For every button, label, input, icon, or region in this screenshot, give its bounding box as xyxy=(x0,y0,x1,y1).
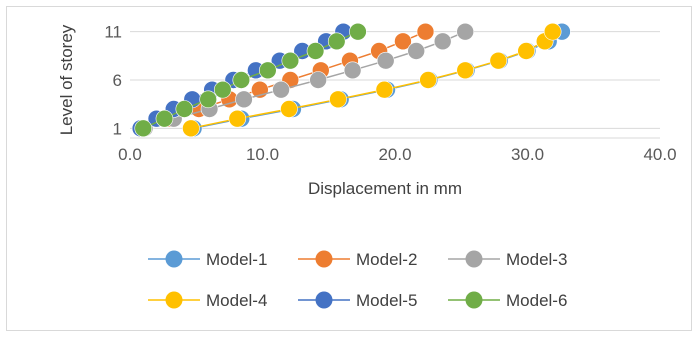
data-point xyxy=(155,109,174,128)
series-layer xyxy=(131,22,571,138)
data-point xyxy=(199,90,217,109)
tick-labels: 1 6 11 0.0 10.0 20.0 30.0 40.0 xyxy=(104,23,676,164)
data-point xyxy=(489,51,508,70)
series-model-6 xyxy=(134,22,367,138)
series-model-4 xyxy=(182,22,562,138)
legend: Model-1 Model-2 Model-3 Model-4 Model-5 Model… xyxy=(148,250,567,310)
legend-label: Model-2 xyxy=(356,250,417,269)
data-point xyxy=(228,109,247,128)
data-point xyxy=(416,22,435,41)
x-tick-label: 10.0 xyxy=(246,145,279,164)
data-point xyxy=(407,42,426,60)
y-tick-label: 1 xyxy=(113,119,122,138)
legend-item-model-5: Model-5 xyxy=(298,291,417,310)
data-point xyxy=(213,80,232,99)
data-point xyxy=(329,90,347,109)
legend-marker xyxy=(315,250,333,268)
data-point xyxy=(419,71,437,89)
legend-marker xyxy=(165,291,183,309)
data-point xyxy=(394,32,412,51)
x-tick-label: 40.0 xyxy=(643,145,676,164)
legend-item-model-3: Model-3 xyxy=(448,250,567,269)
data-point xyxy=(456,22,475,41)
x-tick-label: 0.0 xyxy=(118,145,142,164)
data-point xyxy=(343,61,362,80)
data-point xyxy=(433,32,452,51)
data-point xyxy=(456,61,475,80)
x-tick-label: 30.0 xyxy=(511,145,544,164)
data-point xyxy=(306,42,325,60)
x-axis-title: Displacement in mm xyxy=(308,179,462,198)
legend-item-model-6: Model-6 xyxy=(448,291,567,310)
data-point xyxy=(517,42,535,60)
data-point xyxy=(235,90,253,109)
data-point xyxy=(327,32,346,51)
data-point xyxy=(375,80,394,99)
data-point xyxy=(258,61,277,80)
data-point xyxy=(134,119,153,138)
data-point xyxy=(175,100,194,118)
legend-marker xyxy=(465,250,483,268)
data-point xyxy=(376,51,395,70)
data-point xyxy=(232,71,251,89)
data-point xyxy=(309,71,327,89)
legend-marker xyxy=(465,291,483,309)
legend-marker xyxy=(315,291,333,309)
legend-marker xyxy=(165,250,183,268)
y-tick-label: 11 xyxy=(104,23,122,42)
data-point xyxy=(280,100,298,118)
data-point xyxy=(281,51,300,70)
legend-label: Model-1 xyxy=(206,250,267,269)
y-axis-title: Level of storey xyxy=(57,24,76,135)
data-point xyxy=(349,22,367,41)
data-point xyxy=(543,22,562,41)
x-tick-label: 20.0 xyxy=(378,145,411,164)
grid-lines xyxy=(130,31,660,139)
legend-label: Model-6 xyxy=(506,291,567,310)
legend-item-model-2: Model-2 xyxy=(298,250,417,269)
data-point xyxy=(182,119,200,138)
legend-label: Model-3 xyxy=(506,250,567,269)
data-point xyxy=(272,80,290,99)
legend-label: Model-5 xyxy=(356,291,417,310)
legend-label: Model-4 xyxy=(206,291,267,310)
legend-item-model-4: Model-4 xyxy=(148,291,267,310)
legend-item-model-1: Model-1 xyxy=(148,250,267,269)
y-tick-label: 6 xyxy=(113,71,122,90)
